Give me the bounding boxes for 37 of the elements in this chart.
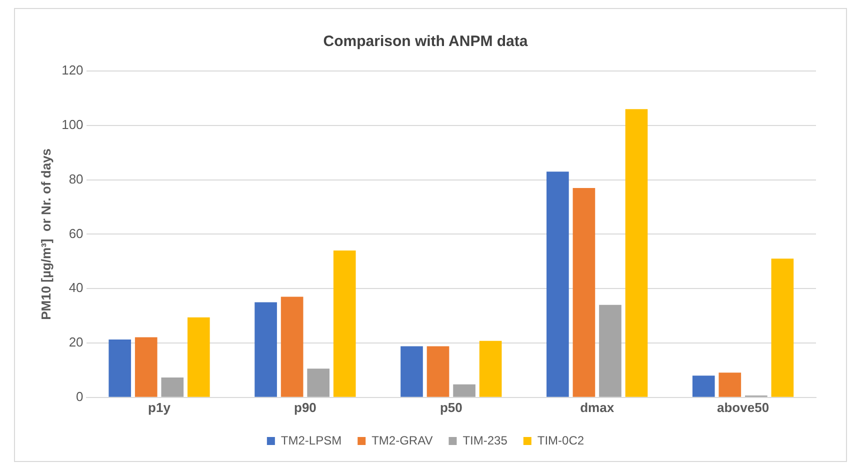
bar: [546, 172, 569, 397]
bar: [572, 188, 596, 397]
y-tick-label: 20: [68, 334, 84, 350]
bar: [599, 304, 622, 397]
bar: [479, 340, 502, 397]
y-tick-label: 40: [68, 280, 84, 296]
bar: [718, 372, 742, 397]
y-tick-label: 60: [68, 226, 84, 241]
legend-label: TM2-GRAV: [372, 433, 433, 448]
bar: [134, 337, 158, 397]
y-axis-title: PM10 [µg/m³] or Nr. of days: [38, 148, 54, 320]
bar: [280, 296, 304, 397]
y-tick-label: 100: [62, 116, 84, 132]
x-tick-label: p50: [440, 400, 462, 415]
bar: [426, 346, 450, 397]
bar: [625, 109, 648, 397]
legend-label: TIM-235: [462, 433, 508, 448]
bar: [400, 346, 423, 397]
y-tick-label: 80: [68, 171, 84, 186]
bar: [161, 378, 184, 397]
x-tick-label: p1y: [148, 400, 172, 415]
bar: [453, 384, 476, 397]
legend-label: TM2-LPSM: [280, 433, 342, 448]
bar: [188, 317, 210, 397]
bar: [771, 258, 794, 397]
bar: [333, 250, 356, 397]
x-tick-label: above50: [717, 400, 770, 415]
bar: [692, 376, 715, 397]
chart-title: Comparison with ANPM data: [323, 33, 528, 50]
y-tick-label: 0: [76, 388, 84, 404]
y-tick-label: 120: [62, 62, 84, 78]
x-tick-label: p90: [294, 400, 316, 415]
legend-label: TIM-0C2: [537, 433, 584, 448]
bar: [254, 302, 277, 397]
x-tick-label: dmax: [580, 400, 615, 415]
bar: [108, 339, 132, 397]
bar: [307, 368, 330, 397]
